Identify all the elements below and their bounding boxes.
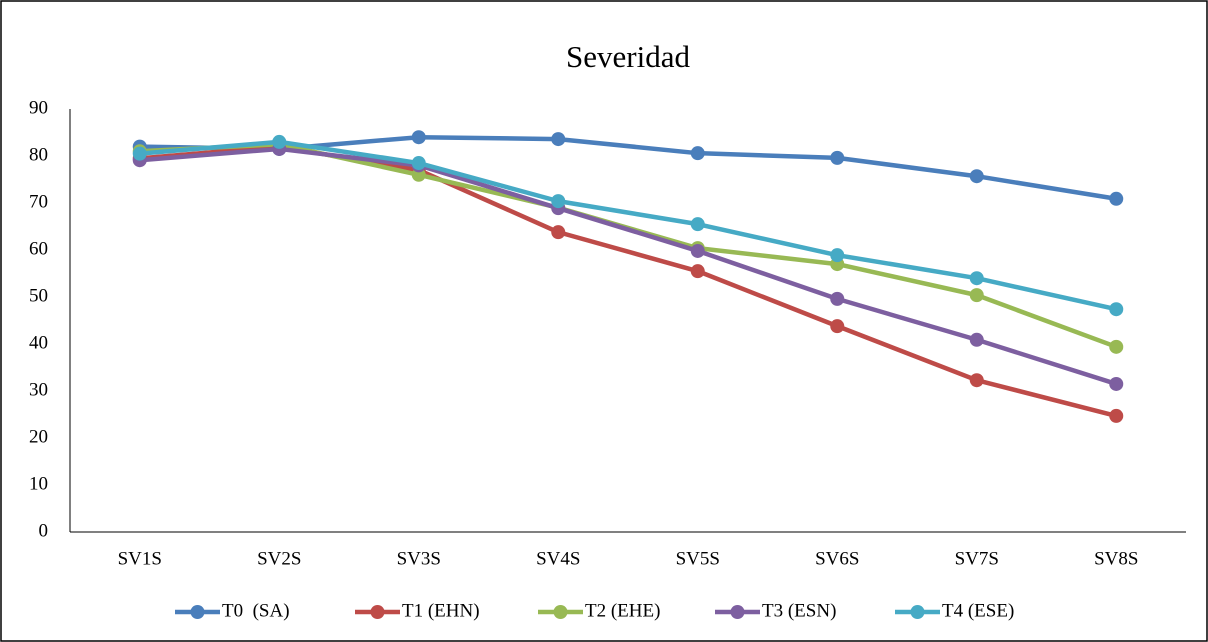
point (969, 332, 984, 347)
chart-title: Severidad (566, 39, 690, 74)
x-tick-label: SV6S (815, 548, 859, 569)
point (830, 319, 845, 334)
point (969, 373, 984, 388)
point (1109, 339, 1124, 354)
y-tick-label: 60 (29, 238, 48, 259)
legend-label: T3 (ESN) (762, 600, 836, 621)
point (551, 225, 566, 240)
point (969, 288, 984, 303)
y-tick-label: 20 (29, 426, 48, 447)
legend-marker (553, 605, 568, 619)
y-tick-label: 80 (29, 144, 48, 165)
legend-marker (190, 605, 205, 619)
point (830, 150, 845, 165)
point (830, 248, 845, 263)
point (1109, 302, 1124, 317)
y-tick-label: 90 (29, 97, 48, 118)
point (411, 130, 426, 145)
point (1109, 191, 1124, 206)
point (411, 156, 426, 171)
y-tick-label: 70 (29, 191, 48, 212)
legend-label: T4 (ESE) (942, 600, 1014, 621)
legend-marker (730, 605, 745, 619)
point (132, 146, 147, 161)
point (690, 264, 705, 279)
point (690, 217, 705, 232)
x-tick-label: SV3S (397, 548, 441, 569)
point (272, 134, 287, 149)
y-tick-label: 0 (39, 520, 49, 541)
point (1109, 408, 1124, 423)
legend-marker (910, 605, 925, 619)
legend-marker (370, 605, 385, 619)
point (1109, 376, 1124, 391)
point (551, 132, 566, 147)
y-tick-label: 10 (29, 473, 48, 494)
point (690, 243, 705, 258)
y-tick-label: 30 (29, 379, 48, 400)
point (969, 169, 984, 184)
legend-label: T2 (EHE) (585, 600, 660, 621)
x-tick-label: SV7S (955, 548, 999, 569)
point (969, 271, 984, 286)
x-tick-label: SV8S (1094, 548, 1138, 569)
y-tick-label: 50 (29, 285, 48, 306)
series-line (139, 139, 1117, 312)
x-tick-label: SV4S (536, 548, 580, 569)
series-line (139, 146, 1117, 387)
x-tick-label: SV1S (118, 548, 162, 569)
point (830, 291, 845, 306)
legend-label: T1 (EHN) (402, 600, 480, 621)
point (551, 194, 566, 209)
x-tick-label: SV2S (257, 548, 301, 569)
y-tick-label: 40 (29, 332, 48, 353)
point (690, 146, 705, 161)
x-tick-label: SV5S (676, 548, 720, 569)
legend-label: T0 (SA) (222, 600, 290, 621)
